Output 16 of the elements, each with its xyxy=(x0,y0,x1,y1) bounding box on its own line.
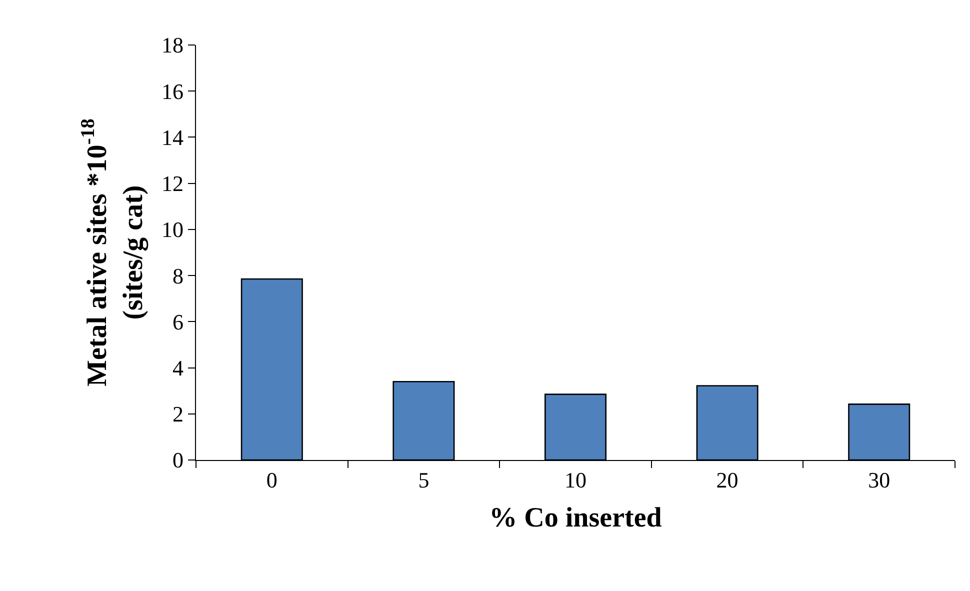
x-tick-label: 0 xyxy=(266,468,278,493)
x-tick-label: 10 xyxy=(564,468,586,493)
x-axis-title: % Co inserted xyxy=(489,502,662,534)
x-tick-label: 5 xyxy=(418,468,430,493)
y-tick-label: 0 xyxy=(172,448,184,473)
x-tick-label: 20 xyxy=(716,468,738,493)
y-tick-label: 8 xyxy=(172,263,184,288)
y-tick-label: 6 xyxy=(172,309,184,334)
x-tick-label: 30 xyxy=(868,468,890,493)
y-tick-label: 16 xyxy=(161,78,184,104)
y-tick-label: 14 xyxy=(161,124,184,150)
y-tick-label: 4 xyxy=(172,355,184,380)
y-tick-label: 2 xyxy=(172,402,184,427)
y-tick-label: 18 xyxy=(161,32,184,58)
y-tick-label: 12 xyxy=(161,171,184,196)
y-tick-label: 10 xyxy=(161,217,184,242)
